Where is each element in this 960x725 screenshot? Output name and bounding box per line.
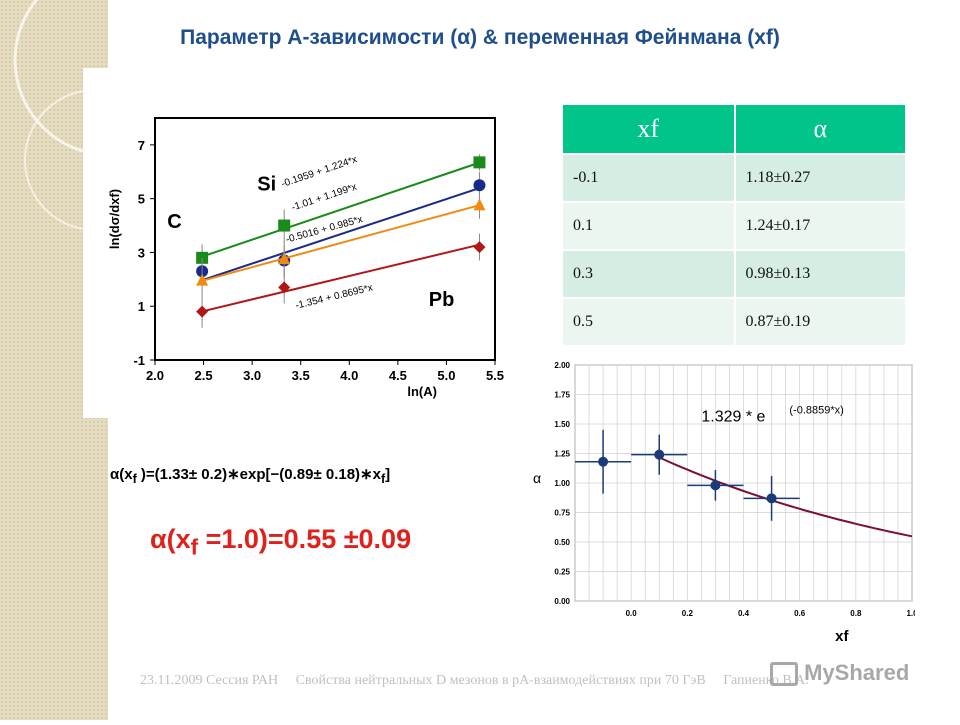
fit-label: -1.01 + 1.199*x [290,182,358,214]
table-cell-alpha: 1.18±0.27 [734,153,907,202]
nucleus-label: C [167,211,181,233]
watermark: MyShared [770,660,910,687]
data-point [196,273,209,286]
data-point [278,219,291,232]
fit-line [201,161,480,258]
data-point [473,179,486,192]
data-point [598,456,609,467]
data-point [766,493,777,504]
fit-formula: α(xf )=(1.33± 0.2)∗exp[−(0.89± 0.18)∗xf] [110,465,510,486]
table-header-alpha: α [734,105,907,154]
y-tick-label: 2.00 [554,361,570,370]
x-axis-label: xf [835,628,849,645]
fit-line [201,204,480,282]
alpha-vs-xf-chart: 0.00 0.25 0.50 0.75 1.00 1.25 1.50 1.75 2.00 0.0 0… [533,361,915,645]
data-point [473,241,486,254]
data-point [473,156,486,169]
fit-equation-exponent: (-0.8859*x) [789,405,843,417]
data-point [196,305,209,318]
table-cell-alpha: 0.87±0.19 [734,297,907,345]
x-tick-label: 5.5 [486,368,504,383]
fit-formula-sub2: f [380,472,386,486]
data-point [654,449,665,460]
ln-a-dependence-chart: 2.0 2.5 3.0 3.5 4.0 4.5 5.0 5.5 -1 1 3 5 7 ln(A) ln(dσ… [107,117,504,399]
table-row: 0.3 0.98±0.13 [563,249,907,298]
y-tick-label: 1.00 [554,479,570,488]
table-cell-alpha: 1.24±0.17 [734,201,907,250]
table-cell-xf: -0.1 [563,153,736,202]
x-tick-label: 0.0 [626,609,638,618]
data-point [196,251,209,264]
table-cell-xf: 0.5 [563,297,736,345]
y-tick-label: 3 [138,245,145,260]
fit-formula-prefix: α(x [110,466,133,483]
y-tick-label: 0.75 [554,509,570,518]
table-cell-xf: 0.3 [563,249,736,298]
x-tick-label: 2.0 [146,368,164,383]
alpha-table: xf α -0.1 1.18±0.27 0.1 1.24±0.17 0.3 0.… [563,105,907,345]
slide-title: Параметр А-зависимости (α) & переменная … [0,26,960,50]
y-tick-label: 1.75 [554,391,570,400]
x-tick-label: 3.0 [243,368,261,383]
watermark-text: MyShared [804,660,910,685]
x-tick-label: 0.6 [794,609,806,618]
y-axis-label: α [533,470,541,486]
y-axis-label: ln(dσ/dxf) [107,189,122,249]
table-cell-alpha: 0.98±0.13 [734,249,907,298]
data-point [278,252,291,265]
y-tick-label: 1.50 [554,420,570,429]
fit-formula-end: ] [385,466,391,483]
fit-line [201,243,480,313]
watermark-icon [770,662,798,687]
y-tick-label: 0.25 [554,568,570,577]
table-cell-xf: 0.1 [563,201,736,250]
x-tick-label: 0.4 [738,609,750,618]
y-tick-label: 0.00 [554,597,570,606]
fit-formula-sub: f [132,472,137,486]
plot-frame [154,117,496,361]
x-tick-label: 1.0 [906,609,915,618]
footer-talk: Свойства нейтральных D мезонов в pA-взаи… [295,673,706,688]
y-tick-label: 1.25 [554,450,570,459]
x-tick-label: 0.8 [850,609,862,618]
result-formula: α(xf =1.0)=0.55 ±0.09 [150,524,490,560]
y-tick-label: 7 [138,138,145,153]
slide-title-text: Параметр А-зависимости (α) & переменная … [180,26,780,49]
result-formula-rest: =1.0)=0.55 ±0.09 [198,524,412,554]
result-formula-sub: f [190,534,199,560]
table-row: 0.1 1.24±0.17 [563,201,907,250]
x-tick-label: 4.0 [340,368,358,383]
data-point [278,281,291,294]
nucleus-label: Pb [429,289,455,311]
x-tick-label: 0.2 [682,609,694,618]
table-row: -0.1 1.18±0.27 [563,153,907,202]
y-tick-label: 5 [138,192,145,207]
x-tick-label: 2.5 [195,368,213,383]
y-tick-label: 1 [138,299,145,314]
ln-chart-panel: 2.0 2.5 3.0 3.5 4.0 4.5 5.0 5.5 -1 1 3 5 7 ln(A) ln(dσ… [83,68,523,418]
x-tick-label: 5.0 [437,368,455,383]
y-tick-label: 0.50 [554,538,570,547]
table-header-row: xf α [563,105,907,154]
y-tick-label: -1 [133,353,145,368]
table-header-xf: xf [563,105,736,154]
result-formula-prefix: α(x [150,524,191,554]
x-axis-label: ln(A) [407,384,437,399]
fit-curve [658,456,913,538]
data-point [473,198,486,211]
fit-line [201,187,480,282]
nucleus-label: Si [257,174,276,196]
data-point [710,480,721,491]
x-tick-label: 4.5 [389,368,407,383]
x-tick-label: 3.5 [292,368,310,383]
footer-date: 23.11.2009 Сессия РАН [140,673,279,688]
fit-equation-label: 1.329 * e [701,409,765,426]
table-row: 0.5 0.87±0.19 [563,297,907,345]
fit-formula-mid: )=(1.33± 0.2)∗exp[−(0.89± 0.18)∗x [136,466,381,483]
